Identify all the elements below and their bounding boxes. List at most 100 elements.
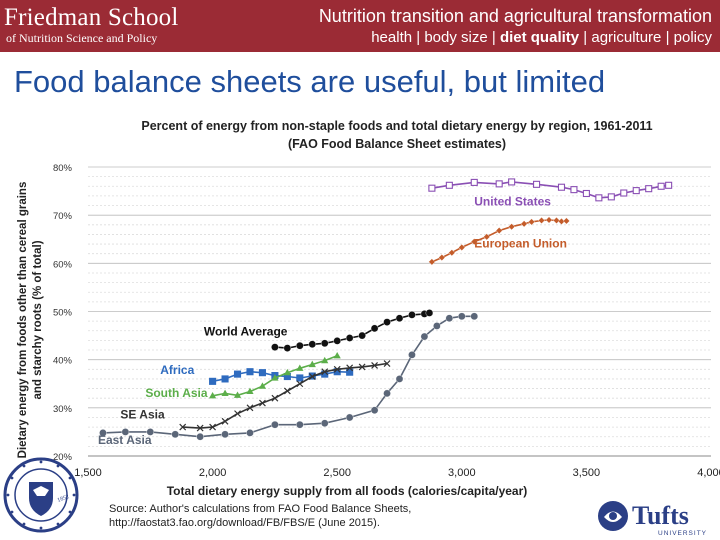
data-point	[358, 331, 366, 340]
data-point	[333, 337, 342, 345]
topic-policy: policy	[673, 29, 712, 46]
data-point	[383, 318, 391, 326]
topic-separator: |	[487, 29, 500, 46]
data-point	[383, 389, 391, 398]
data-point	[420, 332, 429, 341]
data-point	[383, 360, 391, 367]
chart-title: Percent of energy from non-staple foods …	[141, 119, 652, 133]
tufts-wordmark: Tufts	[632, 501, 689, 530]
data-point	[395, 314, 404, 323]
data-point	[470, 312, 479, 321]
header-bar: Friedman School of Nutrition Science and…	[0, 0, 720, 52]
topic-separator: |	[579, 29, 592, 46]
tufts-university: UNIVERSITY	[658, 530, 707, 537]
data-point	[438, 254, 446, 262]
data-point	[283, 387, 291, 395]
data-point	[308, 373, 316, 380]
source-line-1: Source: Author's calculations from FAO F…	[109, 503, 412, 515]
data-point	[246, 368, 254, 376]
label-africa: Africa	[160, 363, 194, 377]
series-world-average	[271, 309, 434, 352]
data-point	[657, 182, 665, 190]
data-point	[632, 187, 640, 195]
data-point	[408, 311, 416, 319]
data-point	[570, 186, 578, 194]
school-logo-name: Friedman School	[4, 4, 179, 31]
data-point	[470, 178, 478, 186]
data-point	[271, 394, 279, 402]
data-point	[121, 428, 130, 436]
y-tick-label: 70%	[53, 211, 73, 222]
data-point	[234, 410, 241, 418]
data-point	[221, 389, 229, 396]
label-se-asia: SE Asia	[120, 407, 165, 421]
data-point	[520, 220, 528, 228]
y-tick-label: 20%	[53, 452, 73, 463]
energy-chart: Percent of energy from non-staple foods …	[17, 119, 720, 498]
series-east-asia	[99, 312, 479, 441]
x-tick-label: 4,000	[697, 467, 720, 479]
data-point	[259, 399, 266, 407]
data-point	[445, 181, 453, 189]
data-point	[582, 189, 590, 198]
data-point	[333, 365, 341, 373]
data-point	[283, 344, 292, 352]
data-point	[296, 420, 304, 429]
data-point	[171, 430, 180, 439]
x-tick-label: 1,500	[74, 467, 102, 479]
data-point	[321, 356, 329, 364]
data-point	[533, 180, 541, 188]
series-united-states	[428, 178, 673, 202]
data-point	[333, 352, 341, 359]
data-point	[271, 343, 279, 351]
chart-subtitle: (FAO Food Balance Sheet estimates)	[288, 137, 506, 151]
data-point	[428, 184, 436, 192]
data-point	[246, 404, 254, 412]
data-point	[209, 391, 217, 399]
data-point	[595, 194, 603, 202]
source-note: Source: Author's calculations from FAO F…	[109, 502, 411, 530]
y-tick-label: 60%	[53, 259, 73, 270]
data-point	[258, 382, 267, 389]
school-logo-subtitle: of Nutrition Science and Policy	[6, 31, 158, 45]
data-point	[562, 217, 570, 225]
source-line-2: http://faostat3.fao.org/download/FB/FBS/…	[109, 517, 380, 529]
data-point	[209, 377, 217, 385]
data-point	[495, 227, 503, 235]
data-point	[320, 419, 329, 428]
data-point	[370, 324, 379, 333]
data-point	[345, 413, 354, 422]
data-point	[221, 375, 229, 383]
series-se-asia	[179, 360, 391, 432]
data-point	[196, 432, 204, 441]
label-european-union: European Union	[474, 236, 567, 250]
label-world-average: World Average	[204, 325, 288, 339]
data-point	[221, 430, 229, 439]
data-point	[296, 364, 304, 371]
data-point	[538, 216, 546, 224]
data-point	[146, 428, 155, 436]
topic-body-size: body size	[424, 29, 488, 46]
slide-title: Food balance sheets are useful, but limi…	[14, 64, 606, 99]
data-point	[246, 429, 254, 437]
data-point	[320, 339, 329, 348]
series-south-asia	[209, 352, 341, 399]
data-point	[557, 183, 566, 191]
data-point	[221, 417, 229, 425]
data-point	[196, 424, 204, 432]
seal-year: 1852	[57, 494, 70, 504]
data-point	[258, 369, 266, 377]
data-point	[665, 181, 673, 189]
data-point	[448, 249, 456, 257]
x-tick-label: 3,000	[448, 467, 476, 479]
x-tick-label: 2,000	[199, 467, 227, 479]
series-european-union	[428, 216, 570, 266]
y-axis-label-line1: Dietary energy from foods other than cer…	[17, 182, 29, 459]
y-axis-ticks: 20% 30% 40% 50% 60% 70% 80%	[53, 163, 73, 463]
data-point	[528, 218, 536, 226]
y-tick-label: 80%	[53, 163, 73, 174]
x-tick-label: 3,500	[573, 467, 601, 479]
data-point	[296, 380, 304, 388]
data-point	[345, 334, 354, 342]
data-point	[370, 406, 379, 415]
